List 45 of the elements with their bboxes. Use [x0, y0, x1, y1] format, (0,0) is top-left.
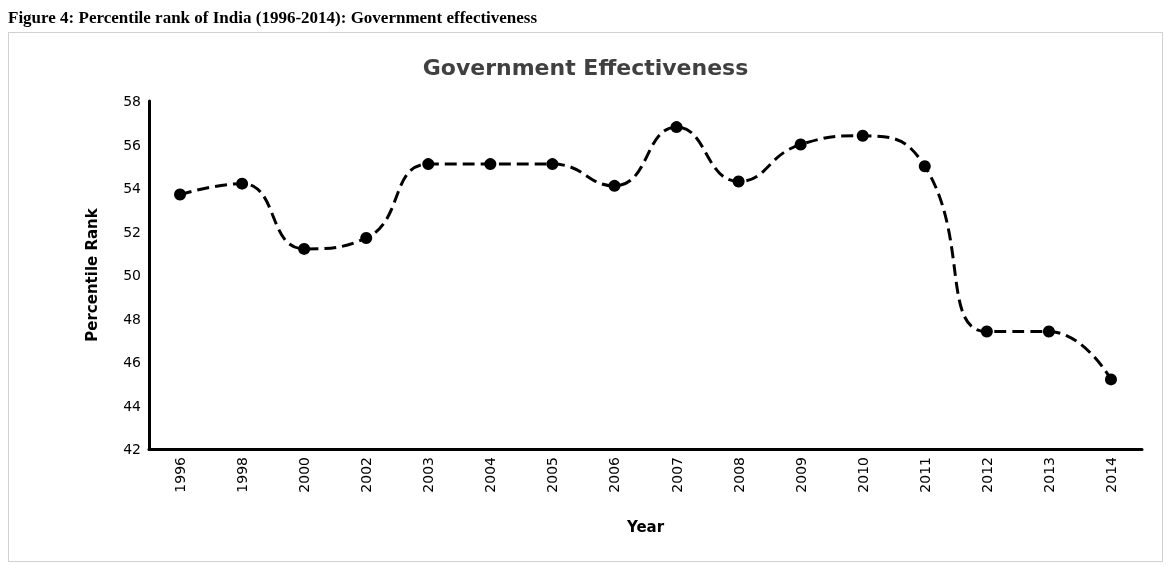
x-tick-label: 2002	[358, 457, 375, 493]
chart-title: Government Effectiveness	[422, 54, 749, 80]
y-tick-label: 50	[123, 267, 141, 283]
x-tick-label: 2006	[606, 456, 623, 493]
x-tick-label: 2012	[978, 457, 995, 493]
x-tick-label: 2010	[854, 457, 871, 493]
x-tick-label: 2013	[1040, 457, 1057, 493]
point	[298, 242, 311, 255]
x-tick-label: 2004	[482, 456, 499, 493]
point	[608, 179, 621, 192]
y-tick-label: 52	[123, 223, 141, 240]
x-axis-title: Year	[625, 517, 665, 536]
point	[794, 138, 807, 151]
x-tick-label: 1996	[172, 456, 189, 493]
x-tick-label: 2000	[296, 457, 313, 493]
y-tick-label: 58	[123, 93, 141, 109]
point	[980, 325, 993, 338]
x-tick-label: 2008	[730, 457, 747, 493]
x-tick-label: 2014	[1102, 456, 1119, 493]
caption: Figure 4: Percentile rank of India (1996-2014): Government effectiveness	[8, 8, 539, 29]
point	[360, 232, 373, 245]
y-tick-label: 44	[123, 397, 142, 414]
y-tick-label: 56	[123, 136, 142, 153]
point	[174, 188, 187, 201]
y-tick-label: 42	[123, 441, 141, 457]
x-tick-label: 2011	[916, 457, 933, 493]
x-tick-label: 2007	[668, 457, 685, 493]
point	[670, 121, 683, 134]
point	[1104, 373, 1117, 386]
point	[546, 158, 559, 171]
x-tick-label: 1998	[234, 457, 251, 493]
x-tick-label: 2003	[420, 457, 437, 493]
x-tick-label: 2009	[792, 457, 809, 493]
y-tick-label: 48	[123, 310, 141, 327]
y-tick-label: 54	[123, 180, 142, 196]
point	[484, 158, 497, 171]
y-axis-title: Percentile Rank	[82, 207, 101, 342]
point	[1042, 325, 1055, 338]
x-tick-label: 2005	[544, 457, 561, 493]
y-tick-label: 46	[123, 354, 142, 370]
point	[422, 158, 435, 171]
point	[236, 177, 249, 190]
point	[856, 129, 869, 142]
point	[732, 175, 745, 188]
point	[918, 160, 931, 173]
